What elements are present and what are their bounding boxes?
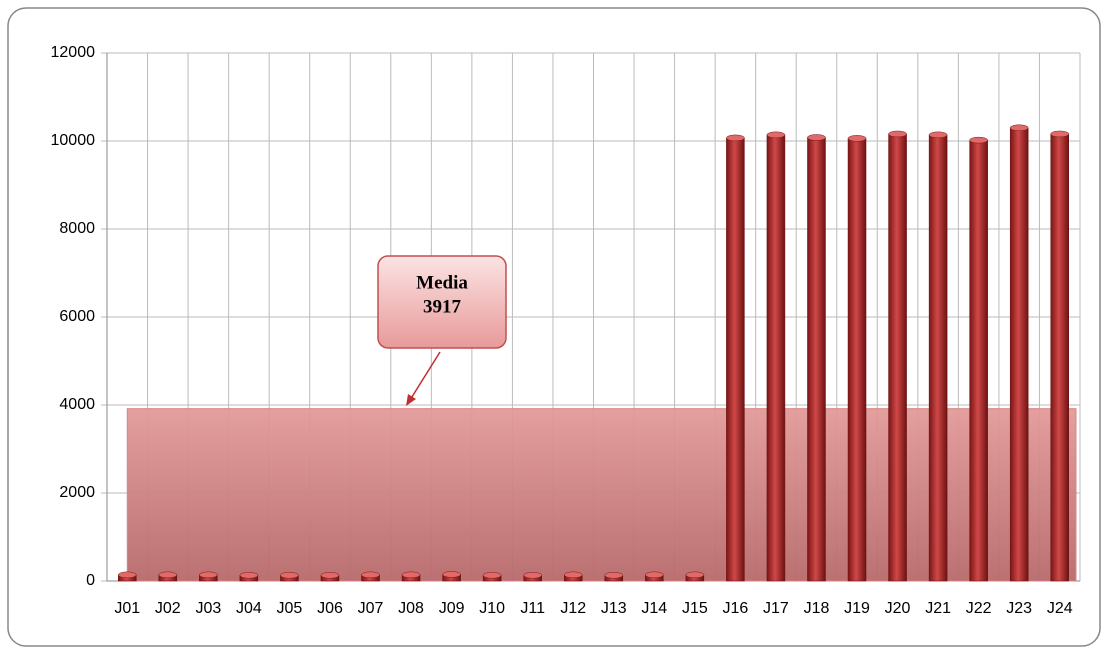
bar-top: [766, 131, 786, 139]
x-tick-label: J08: [398, 600, 424, 617]
bar-top: [280, 572, 299, 579]
bar: [1050, 133, 1069, 582]
y-tick-label: 8000: [59, 220, 95, 237]
x-tick-label: J16: [722, 600, 748, 617]
x-tick-label: J22: [966, 600, 992, 617]
bar-top: [726, 134, 745, 142]
x-tick-label: J02: [155, 600, 181, 617]
x-tick-label: J07: [358, 600, 384, 617]
x-tick-label: J13: [601, 600, 627, 617]
bar-top: [969, 136, 988, 144]
x-tick-label: J15: [682, 600, 708, 617]
bar-top: [401, 571, 421, 579]
bar: [928, 134, 948, 582]
bar-top: [199, 571, 218, 579]
bar-top: [928, 131, 948, 139]
bar-top: [645, 571, 664, 579]
bar-top: [807, 134, 826, 141]
bar-top: [1050, 130, 1069, 138]
bar-top: [482, 572, 502, 579]
bar-top: [158, 571, 178, 579]
x-tick-label: J19: [844, 600, 870, 617]
x-tick-label: J20: [885, 600, 911, 617]
annotation-label: Media: [416, 272, 468, 293]
x-tick-label: J04: [236, 600, 262, 617]
bar: [766, 134, 786, 582]
x-tick-label: J17: [763, 600, 789, 617]
x-tick-label: J18: [804, 600, 830, 617]
marks: [118, 124, 1077, 582]
bar-top: [685, 571, 705, 579]
annotation-value: 3917: [423, 296, 462, 317]
x-tick-label: J21: [925, 600, 951, 617]
x-tick-label: J03: [195, 600, 221, 617]
x-tick-label: J12: [560, 600, 586, 617]
bar-top: [361, 571, 380, 579]
bar: [726, 137, 745, 582]
annotation-arrow: [409, 351, 441, 401]
bar-top: [847, 135, 867, 142]
bar-top: [320, 572, 340, 579]
y-tick-label: 4000: [59, 396, 95, 413]
labels: 0 2000 4000 6000 8000 10000 12000 J01 J02 J03 J04 J…: [51, 44, 1073, 617]
bar-top: [442, 571, 461, 578]
annotation-box: [377, 255, 507, 349]
bar-top: [523, 572, 542, 579]
bar-top: [239, 572, 259, 579]
bar: [888, 133, 907, 582]
y-tick-label: 10000: [51, 132, 96, 149]
bar-top: [604, 572, 624, 579]
x-tick-label: J09: [439, 600, 465, 617]
bar-top: [563, 571, 583, 579]
bar: [1009, 127, 1029, 582]
x-tick-label: J01: [114, 600, 140, 617]
x-tick-label: J05: [277, 600, 303, 617]
x-tick-label: J23: [1006, 600, 1032, 617]
bar-top: [1009, 124, 1029, 132]
annotation-arrowhead: [406, 394, 416, 406]
x-tick-label: J14: [641, 600, 667, 617]
bar: [807, 137, 826, 582]
y-tick-label: 0: [86, 572, 95, 589]
y-tick-label: 2000: [59, 484, 95, 501]
y-tick-label: 6000: [59, 308, 95, 325]
x-tick-label: J10: [479, 600, 505, 617]
mean-area: [126, 408, 1077, 582]
x-tick-label: J11: [520, 600, 545, 617]
bar-top: [118, 571, 137, 579]
bar: [969, 139, 988, 582]
x-tick-label: J06: [317, 600, 343, 617]
x-tick-label: J24: [1047, 600, 1073, 617]
y-tick-label: 12000: [51, 44, 96, 61]
bar-top: [888, 130, 907, 138]
bar: [847, 138, 867, 582]
